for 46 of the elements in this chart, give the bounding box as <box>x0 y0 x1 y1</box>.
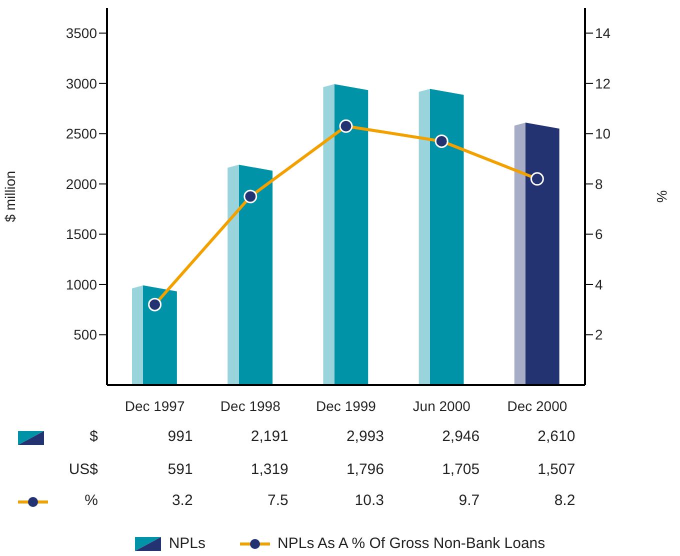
text: 1,705 <box>442 461 480 478</box>
data-label: 991 <box>168 428 193 445</box>
data-label: 2,610 <box>538 428 576 445</box>
y2-tick-label: 8 <box>595 176 603 192</box>
text: US$ <box>68 461 98 478</box>
y2-tick-label: 4 <box>595 276 603 292</box>
y-tick-label: 2000 <box>66 176 98 192</box>
y2-tick-label: 2 <box>595 326 603 343</box>
y-tick-label: 3000 <box>66 75 98 92</box>
bar <box>323 84 368 385</box>
y2-tick-label: 14 <box>595 25 611 42</box>
x-tick-label: Dec 1997 <box>124 398 185 414</box>
data-label: 8.2 <box>554 492 576 509</box>
y-tick-label: 2500 <box>66 126 98 142</box>
y2-tick-label: 6 <box>595 226 603 242</box>
x-tick-label: Dec 1999 <box>316 398 376 414</box>
text: 1,319 <box>250 461 288 478</box>
y2-tick-label: 10 <box>595 126 611 142</box>
data-label: 2,946 <box>442 428 480 445</box>
text: $ <box>90 428 98 445</box>
text: 591 <box>168 461 193 478</box>
y-tick-label: 1500 <box>66 226 98 242</box>
x-tick-label: Dec 2000 <box>507 398 568 414</box>
y2-tick-label: 12 <box>595 75 611 92</box>
text: 1,796 <box>346 461 384 478</box>
legend-label: NPLs <box>168 535 206 552</box>
y-tick-label: 3500 <box>66 25 98 42</box>
bar <box>228 164 273 385</box>
bar <box>514 122 560 385</box>
data-label: 3.2 <box>172 492 193 509</box>
data-label: 7.5 <box>268 492 288 509</box>
x-tick-label: Jun 2000 <box>412 398 471 414</box>
data-label: 10.3 <box>354 492 384 509</box>
data-label: 9.7 <box>458 492 480 509</box>
bar <box>418 88 464 385</box>
bar <box>132 285 177 385</box>
y-tick-label: 1000 <box>66 276 98 292</box>
y-tick-label: 500 <box>74 326 98 343</box>
x-tick-label: Dec 1998 <box>220 398 281 414</box>
data-label: 2,191 <box>250 428 288 445</box>
text: 1,507 <box>538 461 576 478</box>
legend-label: NPLs As A % Of Gross Non-Bank Loans <box>278 535 546 552</box>
y2-axis-title: % <box>654 190 670 203</box>
text: % <box>84 492 98 509</box>
y-axis-title: $ million <box>2 170 18 222</box>
data-label: 2,993 <box>346 428 384 445</box>
